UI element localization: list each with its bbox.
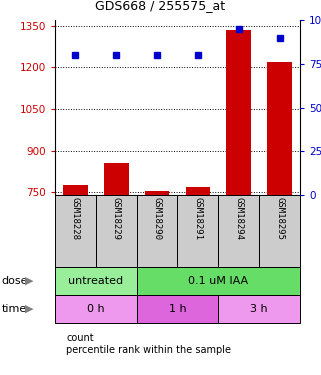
Text: GSM18290: GSM18290 [152, 197, 161, 240]
Text: ▶: ▶ [25, 276, 34, 286]
Text: 0 h: 0 h [87, 304, 105, 314]
Text: 3 h: 3 h [250, 304, 268, 314]
Bar [55, 295, 137, 323]
Bar [145, 191, 169, 195]
Bar [178, 195, 218, 267]
Text: GSM18295: GSM18295 [275, 197, 284, 240]
Text: ▶: ▶ [25, 304, 34, 314]
Bar [96, 195, 137, 267]
Text: count: count [66, 333, 94, 343]
Text: percentile rank within the sample: percentile rank within the sample [66, 345, 231, 355]
Bar [63, 185, 88, 195]
Text: dose: dose [2, 276, 28, 286]
Text: GSM18229: GSM18229 [112, 197, 121, 240]
Bar [55, 267, 137, 295]
Bar [218, 195, 259, 267]
Bar [227, 30, 251, 195]
Bar [55, 195, 96, 267]
Bar [104, 163, 128, 195]
Bar [137, 267, 300, 295]
Text: GSM18294: GSM18294 [234, 197, 243, 240]
Text: 1 h: 1 h [169, 304, 186, 314]
Bar [267, 62, 292, 195]
Bar [218, 295, 300, 323]
Text: 0.1 uM IAA: 0.1 uM IAA [188, 276, 248, 286]
Bar [137, 195, 178, 267]
Text: GSM18291: GSM18291 [194, 197, 203, 240]
Bar [259, 195, 300, 267]
Bar [186, 187, 210, 195]
Text: untreated: untreated [68, 276, 123, 286]
Text: time: time [2, 304, 27, 314]
Text: GDS668 / 255575_at: GDS668 / 255575_at [95, 0, 226, 12]
Text: GSM18228: GSM18228 [71, 197, 80, 240]
Bar [137, 295, 218, 323]
